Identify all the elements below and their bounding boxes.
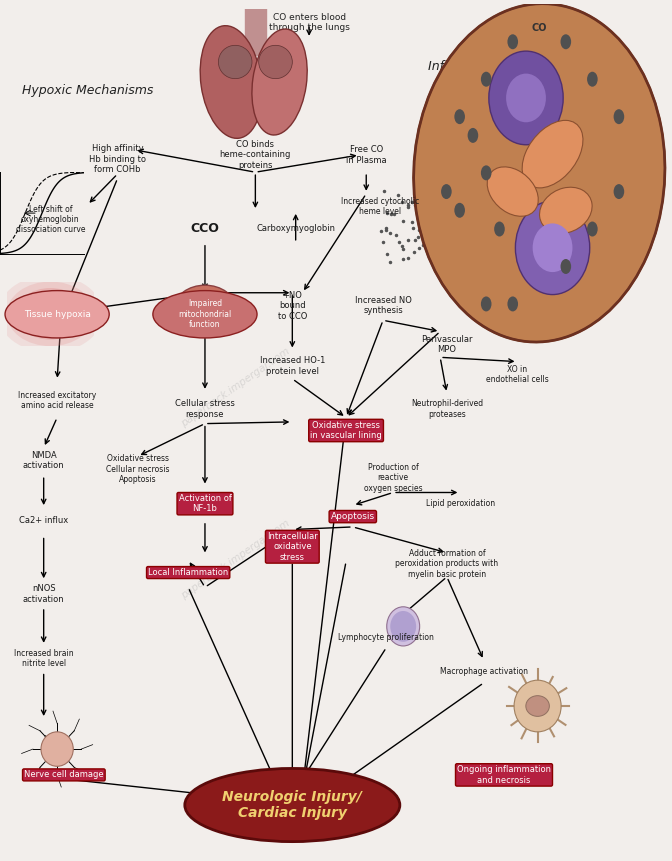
Text: paperback.impergar.com: paperback.impergar.com (179, 518, 292, 601)
Text: Left shift of
oxyhemoglobin
dissociation curve: Left shift of oxyhemoglobin dissociation… (15, 205, 85, 234)
Text: Inflammatory and
Immunologic
Mechanisms: Inflammatory and Immunologic Mechanisms (428, 60, 540, 103)
Text: Macrophage activation: Macrophage activation (440, 667, 528, 676)
Text: +NO
bound
to CCO: +NO bound to CCO (278, 291, 307, 320)
Text: Apoptosis: Apoptosis (331, 512, 375, 521)
Text: Adduct formation of
peroxidation products with
myelin basic protein: Adduct formation of peroxidation product… (395, 549, 499, 579)
Text: XO in
endothelial cells: XO in endothelial cells (486, 365, 549, 384)
Text: Ongoing inflammation
and necrosis: Ongoing inflammation and necrosis (457, 765, 551, 784)
Text: Impaired
mitochondrial
function: Impaired mitochondrial function (178, 300, 232, 329)
Text: CCO: CCO (191, 221, 219, 235)
Text: Local Inflammation: Local Inflammation (148, 568, 228, 577)
Text: Activation of
NF-1b: Activation of NF-1b (179, 494, 231, 513)
Text: Oxidative stress
in vascular lining: Oxidative stress in vascular lining (310, 421, 382, 440)
Ellipse shape (185, 768, 400, 842)
Text: Increased excitatory
amino acid release: Increased excitatory amino acid release (18, 391, 96, 410)
Text: Hypoxic Mechanisms: Hypoxic Mechanisms (22, 84, 153, 97)
Text: High affinity
Hb binding to
form COHb: High affinity Hb binding to form COHb (89, 145, 146, 174)
Text: paperback.impergar.com: paperback.impergar.com (179, 346, 292, 429)
Text: Neurologic Injury/
Cardiac Injury: Neurologic Injury/ Cardiac Injury (222, 790, 362, 821)
Text: Carboxymyoglobin: Carboxymyoglobin (256, 224, 335, 232)
Text: Increased cytocholic
heme level: Increased cytocholic heme level (341, 197, 419, 216)
Text: Lipid peroxidation: Lipid peroxidation (426, 499, 495, 508)
Text: Cellular stress
response: Cellular stress response (175, 400, 235, 418)
Text: CO binds
heme-containing
proteins: CO binds heme-containing proteins (220, 140, 291, 170)
Ellipse shape (153, 291, 257, 338)
Text: nNOS
activation: nNOS activation (23, 585, 65, 604)
Text: Free CO
in Plasma: Free CO in Plasma (346, 146, 386, 164)
Text: Perivascular
MPO: Perivascular MPO (421, 335, 472, 354)
Text: NMDA
activation: NMDA activation (23, 451, 65, 470)
Text: Increased NO
synthesis: Increased NO synthesis (355, 296, 411, 315)
Text: Production of
reactive
oxygen species: Production of reactive oxygen species (364, 463, 423, 492)
Text: CO enters blood
through the lungs: CO enters blood through the lungs (269, 13, 349, 33)
Text: Ca2+ influx: Ca2+ influx (19, 517, 69, 525)
Text: Increased brain
nitrite level: Increased brain nitrite level (14, 649, 73, 668)
Text: Increased HO-1
protein level: Increased HO-1 protein level (259, 356, 325, 375)
Ellipse shape (5, 291, 109, 338)
Text: Nerve cell damage: Nerve cell damage (24, 771, 103, 779)
Text: Neutrophil-derived
proteases: Neutrophil-derived proteases (411, 400, 483, 418)
Text: Intracellular
oxidative
stress: Intracellular oxidative stress (267, 532, 318, 561)
Text: Lymphocyte proliferation: Lymphocyte proliferation (339, 633, 434, 641)
Text: Oxidative stress
Cellular necrosis
Apoptosis: Oxidative stress Cellular necrosis Apopt… (106, 455, 169, 484)
Text: Tissue hypoxia: Tissue hypoxia (24, 310, 91, 319)
